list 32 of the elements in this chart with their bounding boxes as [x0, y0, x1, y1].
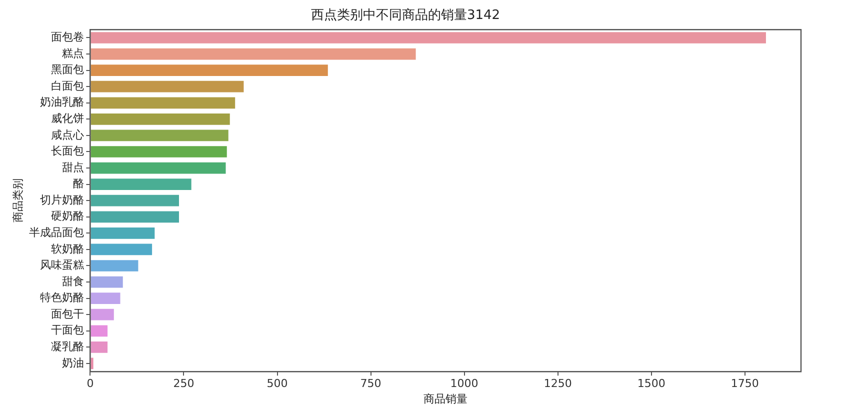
- y-axis-title: 商品类别: [11, 178, 24, 223]
- y-tick-label: 咸点心: [51, 128, 84, 142]
- y-tick-label: 风味蛋糕: [40, 258, 84, 272]
- y-tick-label: 半成品面包: [29, 226, 84, 240]
- y-tick-label: 干面包: [51, 324, 84, 337]
- y-tick-label: 面包卷: [51, 30, 84, 44]
- y-tick-label: 软奶酪: [51, 242, 84, 256]
- y-tick-label: 甜食: [62, 274, 84, 288]
- y-tick-label: 硬奶酪: [51, 210, 84, 223]
- x-tick-label: 250: [173, 377, 194, 390]
- y-tick-label: 长面包: [51, 144, 84, 158]
- x-tick-label: 1000: [450, 377, 478, 390]
- y-tick-label: 白面包: [51, 79, 84, 92]
- x-axis-title: 商品销量: [424, 392, 468, 406]
- x-tick-label: 750: [360, 377, 382, 390]
- chart-title: 西点类别中不同商品的销量3142: [310, 8, 500, 24]
- y-tick-label: 酪: [73, 177, 84, 190]
- x-tick-label: 1500: [637, 377, 666, 390]
- y-tick-label: 甜点: [62, 160, 84, 174]
- y-tick-label: 切片奶酪: [40, 193, 84, 206]
- y-tick-label: 面包干: [51, 307, 84, 320]
- y-tick-label: 糕点: [62, 46, 84, 60]
- y-tick-label: 奶油乳酪: [40, 96, 84, 109]
- y-tick-label: 威化饼: [51, 112, 84, 126]
- x-tick-label: 500: [266, 377, 288, 390]
- y-tick-label: 特色奶酪: [40, 291, 84, 304]
- x-tick-label: 1250: [544, 377, 572, 390]
- y-tick-label: 奶油: [62, 356, 84, 370]
- x-tick-label: 1750: [730, 377, 759, 390]
- x-tick-label: 0: [86, 377, 94, 390]
- y-tick-label: 凝乳酪: [51, 340, 84, 354]
- y-tick-label: 黑面包: [51, 63, 84, 76]
